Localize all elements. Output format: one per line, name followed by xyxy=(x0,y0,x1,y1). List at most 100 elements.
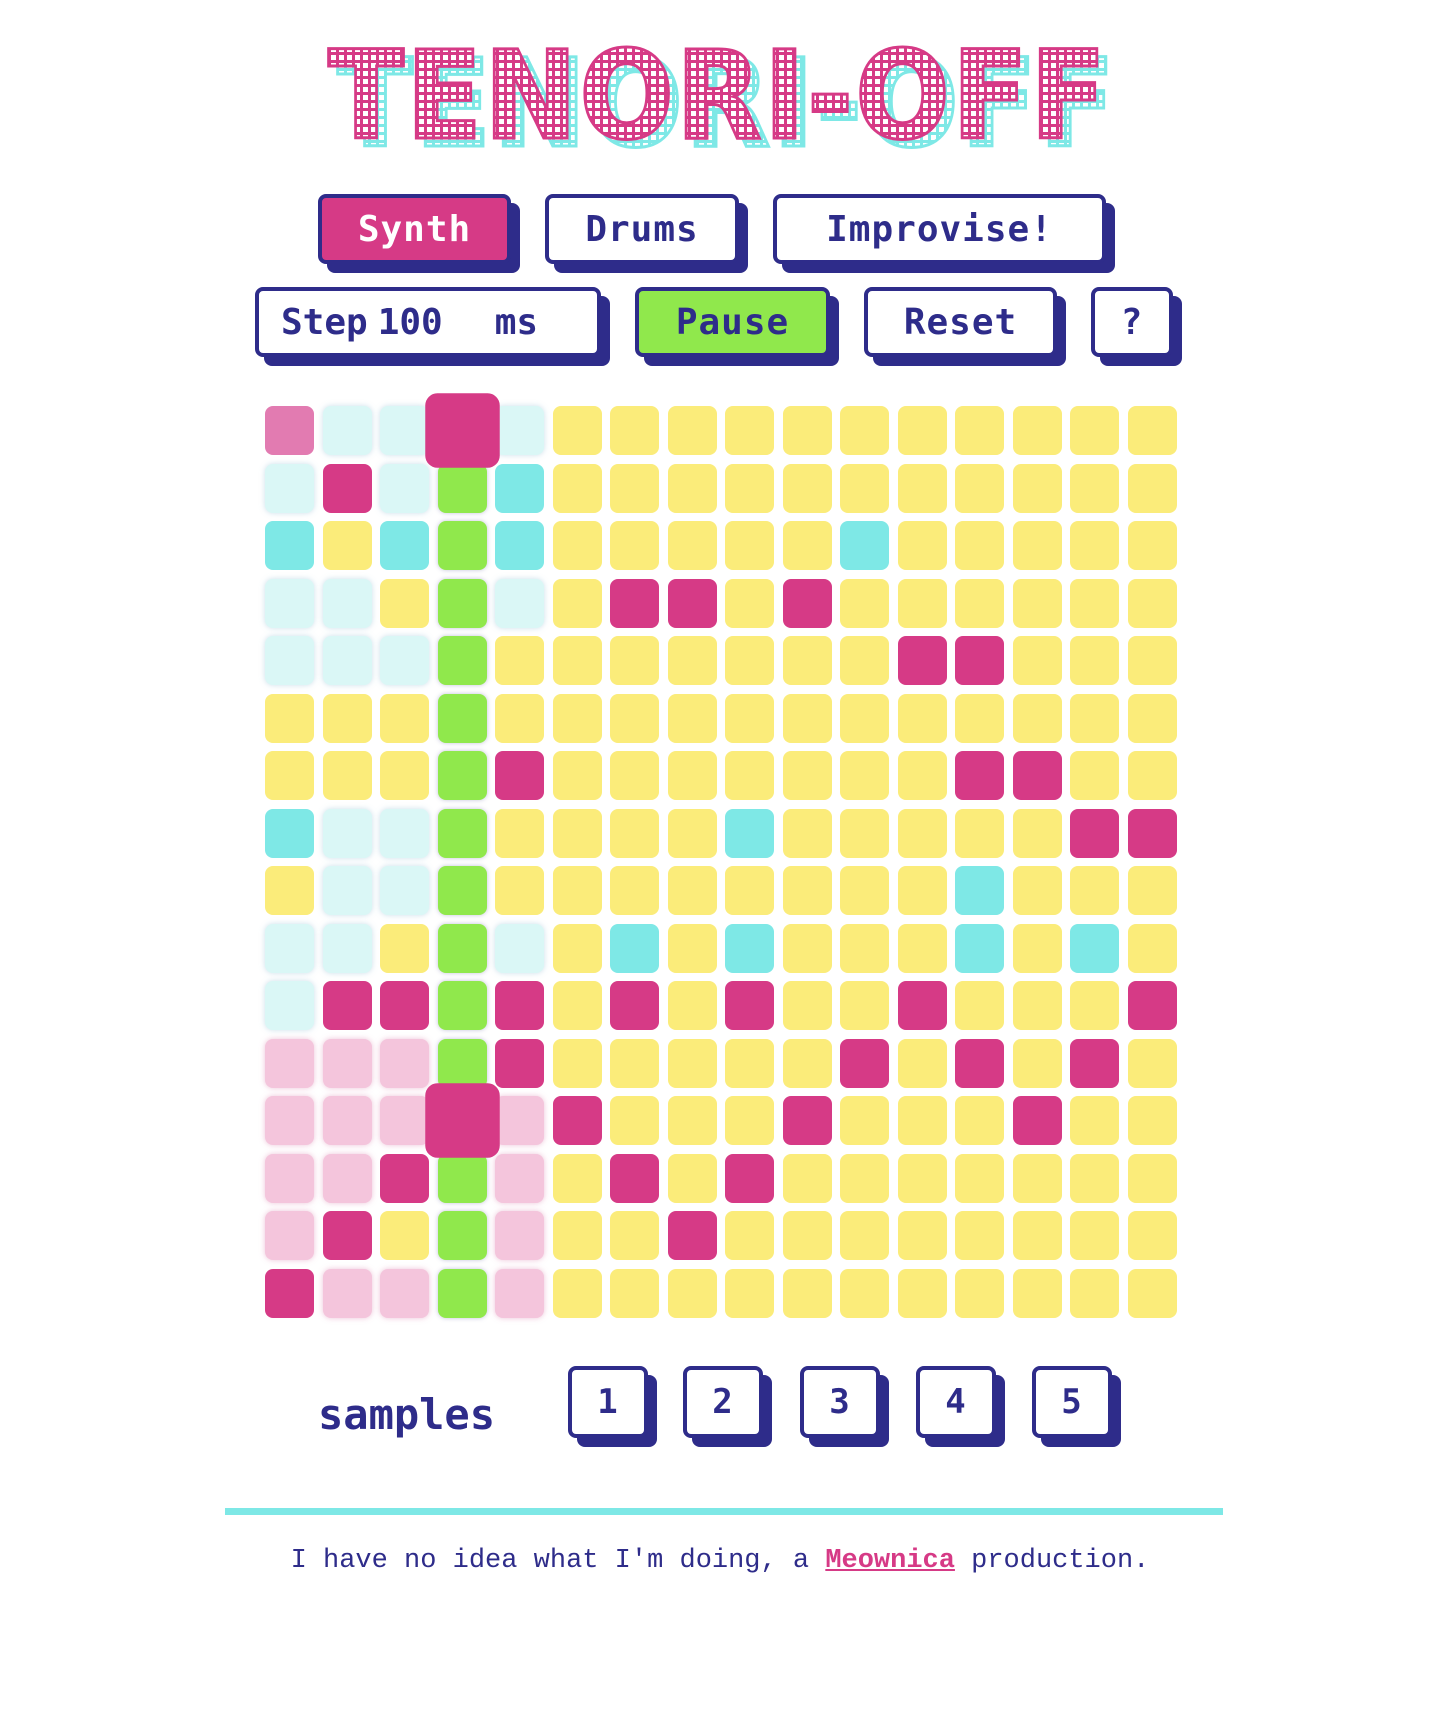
grid-cell[interactable] xyxy=(897,751,947,800)
grid-cell[interactable] xyxy=(1012,636,1062,685)
sample-button-2[interactable]: 2 xyxy=(683,1366,763,1438)
grid-cell[interactable] xyxy=(840,923,889,973)
grid-cell[interactable] xyxy=(380,866,429,915)
grid-cell[interactable] xyxy=(955,1096,1004,1145)
grid-cell[interactable] xyxy=(437,866,487,915)
grid-cell[interactable] xyxy=(322,636,372,685)
grid-cell[interactable] xyxy=(840,981,889,1030)
grid-cell[interactable] xyxy=(552,981,602,1030)
grid-cell[interactable] xyxy=(380,463,429,513)
grid-cell[interactable] xyxy=(380,751,429,800)
grid-cell[interactable] xyxy=(1127,636,1177,685)
grid-cell[interactable] xyxy=(552,1268,602,1318)
grid-cell[interactable] xyxy=(1127,406,1177,455)
grid-cell[interactable] xyxy=(495,521,544,570)
grid-cell[interactable] xyxy=(380,578,429,628)
grid-cell[interactable] xyxy=(322,1096,372,1145)
grid-cell[interactable] xyxy=(1070,578,1119,628)
grid-cell[interactable] xyxy=(322,923,372,973)
grid-cell[interactable] xyxy=(552,463,602,513)
grid-cell[interactable] xyxy=(725,406,774,455)
grid-cell[interactable] xyxy=(897,693,947,743)
grid-cell[interactable] xyxy=(265,1038,314,1088)
grid-cell[interactable] xyxy=(322,578,372,628)
grid-cell[interactable] xyxy=(897,521,947,570)
grid-cell[interactable] xyxy=(782,1268,832,1318)
grid-cell[interactable] xyxy=(1070,808,1119,858)
grid-cell[interactable] xyxy=(725,693,774,743)
grid-cell[interactable] xyxy=(840,866,889,915)
grid-cell[interactable] xyxy=(610,521,659,570)
grid-cell[interactable] xyxy=(955,923,1004,973)
grid-cell[interactable] xyxy=(552,751,602,800)
grid-cell[interactable] xyxy=(667,751,717,800)
grid-cell[interactable] xyxy=(840,1268,889,1318)
grid-cell[interactable] xyxy=(552,923,602,973)
grid-cell[interactable] xyxy=(840,751,889,800)
grid-cell[interactable] xyxy=(897,463,947,513)
grid-cell[interactable] xyxy=(495,463,544,513)
grid-cell[interactable] xyxy=(667,693,717,743)
grid-cell[interactable] xyxy=(1070,636,1119,685)
grid-cell[interactable] xyxy=(1012,406,1062,455)
grid-cell[interactable] xyxy=(840,406,889,455)
grid-cell[interactable] xyxy=(610,1211,659,1260)
grid-cell[interactable] xyxy=(1012,866,1062,915)
grid-cell[interactable] xyxy=(725,1211,774,1260)
grid-cell[interactable] xyxy=(322,1268,372,1318)
grid-cell[interactable] xyxy=(495,406,544,455)
grid-cell[interactable] xyxy=(1070,1268,1119,1318)
grid-cell[interactable] xyxy=(610,1153,659,1203)
grid-cell[interactable] xyxy=(782,866,832,915)
grid-cell[interactable] xyxy=(1127,1038,1177,1088)
grid-cell[interactable] xyxy=(840,578,889,628)
grid-cell[interactable] xyxy=(265,406,314,455)
grid-cell[interactable] xyxy=(1012,808,1062,858)
grid-cell[interactable] xyxy=(667,1096,717,1145)
grid-cell[interactable] xyxy=(610,808,659,858)
grid-cell[interactable] xyxy=(495,1096,544,1145)
grid-cell[interactable] xyxy=(897,406,947,455)
grid-cell[interactable] xyxy=(437,1268,487,1318)
grid-cell[interactable] xyxy=(955,1211,1004,1260)
grid-cell[interactable] xyxy=(380,923,429,973)
grid-cell[interactable] xyxy=(782,521,832,570)
grid-cell[interactable] xyxy=(610,578,659,628)
grid-cell[interactable] xyxy=(897,636,947,685)
grid-cell[interactable] xyxy=(782,578,832,628)
grid-cell[interactable] xyxy=(840,1153,889,1203)
grid-cell[interactable] xyxy=(552,1038,602,1088)
grid-cell[interactable] xyxy=(725,521,774,570)
grid-cell[interactable] xyxy=(552,1096,602,1145)
grid-cell[interactable] xyxy=(495,808,544,858)
grid-cell[interactable] xyxy=(782,1153,832,1203)
grid-cell[interactable] xyxy=(265,808,314,858)
grid-cell[interactable] xyxy=(265,693,314,743)
grid-cell[interactable] xyxy=(955,981,1004,1030)
grid-cell[interactable] xyxy=(610,866,659,915)
grid-cell[interactable] xyxy=(265,578,314,628)
grid-cell[interactable] xyxy=(1012,1268,1062,1318)
grid-cell[interactable] xyxy=(610,463,659,513)
grid-cell[interactable] xyxy=(1070,1211,1119,1260)
grid-cell[interactable] xyxy=(437,923,487,973)
grid-cell[interactable] xyxy=(380,1153,429,1203)
grid-cell[interactable] xyxy=(955,406,1004,455)
grid-cell[interactable] xyxy=(897,1211,947,1260)
grid-cell[interactable] xyxy=(380,981,429,1030)
grid-cell[interactable] xyxy=(725,866,774,915)
grid-cell[interactable] xyxy=(955,1038,1004,1088)
grid-cell[interactable] xyxy=(955,463,1004,513)
grid-cell[interactable] xyxy=(1012,1153,1062,1203)
grid-cell[interactable] xyxy=(610,751,659,800)
grid-cell[interactable] xyxy=(610,406,659,455)
grid-cell[interactable] xyxy=(437,636,487,685)
grid-cell[interactable] xyxy=(667,463,717,513)
grid-cell[interactable] xyxy=(1127,521,1177,570)
grid-cell[interactable] xyxy=(782,923,832,973)
grid-cell[interactable] xyxy=(955,866,1004,915)
grid-cell[interactable] xyxy=(610,981,659,1030)
grid-cell[interactable] xyxy=(1012,693,1062,743)
grid-cell[interactable] xyxy=(782,463,832,513)
grid-cell[interactable] xyxy=(265,923,314,973)
